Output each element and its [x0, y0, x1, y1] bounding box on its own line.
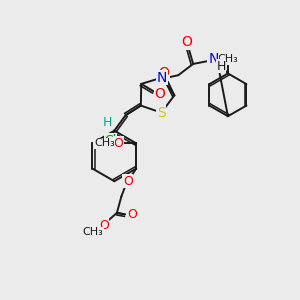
Text: H: H — [103, 116, 112, 129]
Text: O: O — [154, 87, 165, 101]
Text: Cl: Cl — [104, 134, 116, 147]
Text: N: N — [208, 52, 219, 67]
Text: N: N — [157, 70, 167, 85]
Text: N: N — [208, 52, 219, 67]
Text: O: O — [99, 218, 109, 232]
Text: O: O — [158, 66, 169, 80]
Text: H: H — [216, 60, 226, 73]
Text: O: O — [113, 137, 123, 150]
Text: O: O — [128, 208, 138, 221]
Text: O: O — [123, 175, 133, 188]
Text: O: O — [181, 35, 192, 49]
Text: S: S — [157, 106, 166, 120]
Text: H: H — [216, 60, 226, 73]
Text: CH₃: CH₃ — [218, 54, 238, 64]
Text: S: S — [157, 106, 166, 120]
Text: CH₃: CH₃ — [83, 227, 104, 237]
Text: CH₃: CH₃ — [94, 138, 115, 148]
Text: N: N — [157, 70, 167, 85]
